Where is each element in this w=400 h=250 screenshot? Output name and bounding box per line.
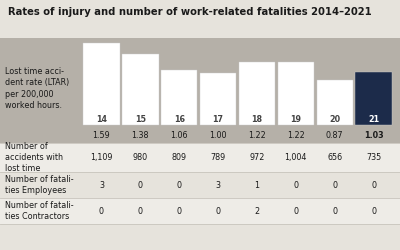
Bar xyxy=(0,198,400,224)
Bar xyxy=(83,43,120,125)
Text: 0: 0 xyxy=(177,180,182,190)
Bar xyxy=(239,62,275,125)
Bar xyxy=(0,172,400,198)
Text: Rates of injury and number of work-related fatalities 2014–2021: Rates of injury and number of work-relat… xyxy=(8,7,372,17)
Text: 2: 2 xyxy=(254,206,260,216)
Bar xyxy=(0,38,400,143)
Text: 0: 0 xyxy=(293,180,298,190)
Text: 0: 0 xyxy=(216,206,220,216)
Text: 0: 0 xyxy=(371,206,376,216)
Text: 0: 0 xyxy=(138,180,143,190)
Bar xyxy=(355,72,392,125)
Text: 0: 0 xyxy=(371,180,376,190)
Bar xyxy=(122,54,158,125)
Text: Lost time acci-
dent rate (LTAR)
per 200,000
worked hours.: Lost time acci- dent rate (LTAR) per 200… xyxy=(5,67,69,110)
Bar xyxy=(200,74,236,125)
Text: 1: 1 xyxy=(254,180,260,190)
Text: 16: 16 xyxy=(174,114,185,124)
Bar xyxy=(0,143,400,172)
Text: 3: 3 xyxy=(216,180,220,190)
Text: 1,109: 1,109 xyxy=(90,153,113,162)
Text: 14: 14 xyxy=(96,114,107,124)
Bar xyxy=(278,62,314,125)
Text: 21: 21 xyxy=(368,114,379,124)
Text: 980: 980 xyxy=(133,153,148,162)
Bar xyxy=(316,80,353,125)
Text: Number of fatali-
ties Contractors: Number of fatali- ties Contractors xyxy=(5,201,74,221)
Text: 17: 17 xyxy=(212,114,224,124)
Text: 735: 735 xyxy=(366,153,381,162)
Text: 972: 972 xyxy=(249,153,265,162)
Text: 0: 0 xyxy=(177,206,182,216)
Text: 1.03: 1.03 xyxy=(364,131,383,140)
Text: 809: 809 xyxy=(172,153,187,162)
Text: 0: 0 xyxy=(138,206,143,216)
Text: 1,004: 1,004 xyxy=(285,153,307,162)
Text: 0: 0 xyxy=(99,206,104,216)
Text: 0.87: 0.87 xyxy=(326,131,344,140)
Text: 656: 656 xyxy=(327,153,342,162)
Text: 1.22: 1.22 xyxy=(287,131,305,140)
Text: Number of
accidents with
lost time: Number of accidents with lost time xyxy=(5,142,63,174)
Bar xyxy=(161,70,197,125)
Text: 19: 19 xyxy=(290,114,301,124)
Text: 15: 15 xyxy=(135,114,146,124)
Text: 0: 0 xyxy=(293,206,298,216)
Text: 1.59: 1.59 xyxy=(92,131,110,140)
Text: 0: 0 xyxy=(332,180,337,190)
Text: 3: 3 xyxy=(99,180,104,190)
Text: 1.06: 1.06 xyxy=(170,131,188,140)
Text: 20: 20 xyxy=(329,114,340,124)
Text: 1.22: 1.22 xyxy=(248,131,266,140)
Text: 1.00: 1.00 xyxy=(209,131,227,140)
Text: Number of fatali-
ties Employees: Number of fatali- ties Employees xyxy=(5,175,74,195)
Text: 789: 789 xyxy=(210,153,226,162)
Text: 1.38: 1.38 xyxy=(132,131,149,140)
Text: 0: 0 xyxy=(332,206,337,216)
Text: 18: 18 xyxy=(251,114,262,124)
